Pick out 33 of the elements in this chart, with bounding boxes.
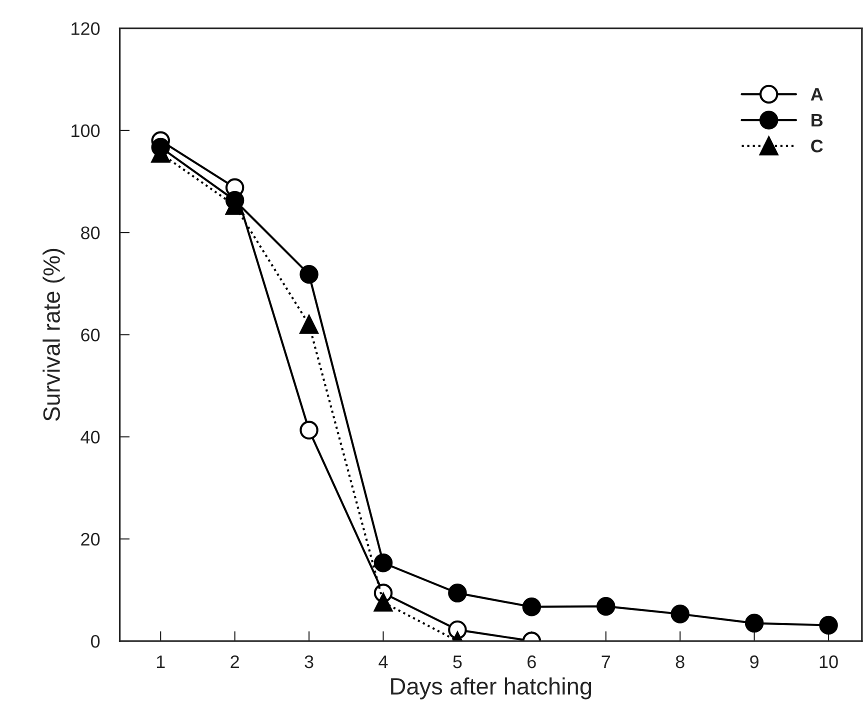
x-tick-label: 3	[304, 655, 314, 668]
point	[374, 592, 393, 612]
x-tick-label: 10	[820, 655, 838, 668]
y-axis-title: Survival rate (%)	[42, 248, 65, 421]
x-tick-label: 1	[156, 656, 165, 668]
x-tick-label: 4	[378, 656, 388, 668]
point	[670, 604, 690, 624]
y-tick-label: 100	[72, 124, 100, 138]
legend-label: B	[812, 114, 823, 126]
point	[744, 614, 764, 633]
x-tick-label: 9	[750, 655, 758, 668]
x-tick-label: 7	[602, 656, 610, 668]
x-tick-label: 6	[528, 655, 536, 668]
y-tick-label: 60	[81, 328, 100, 342]
point	[596, 596, 616, 616]
x-tick-label: 8	[676, 655, 684, 668]
y-tick-label: 0	[91, 634, 100, 648]
x-axis-title: Days after hatching	[391, 677, 592, 700]
point	[819, 616, 838, 635]
point	[300, 420, 318, 440]
point	[522, 597, 542, 616]
y-tick-label: 20	[81, 532, 100, 546]
y-tick-label: 80	[81, 226, 100, 240]
x-tick-label: 2	[230, 655, 239, 668]
point	[374, 554, 393, 572]
point	[300, 265, 318, 284]
point	[448, 584, 467, 602]
x-tick-label: 5	[453, 656, 462, 668]
y-tick-label: 120	[72, 22, 100, 36]
legend-label: A	[810, 88, 823, 101]
point	[300, 315, 318, 334]
legend-label: C	[811, 140, 823, 152]
y-tick-label: 40	[80, 430, 100, 444]
